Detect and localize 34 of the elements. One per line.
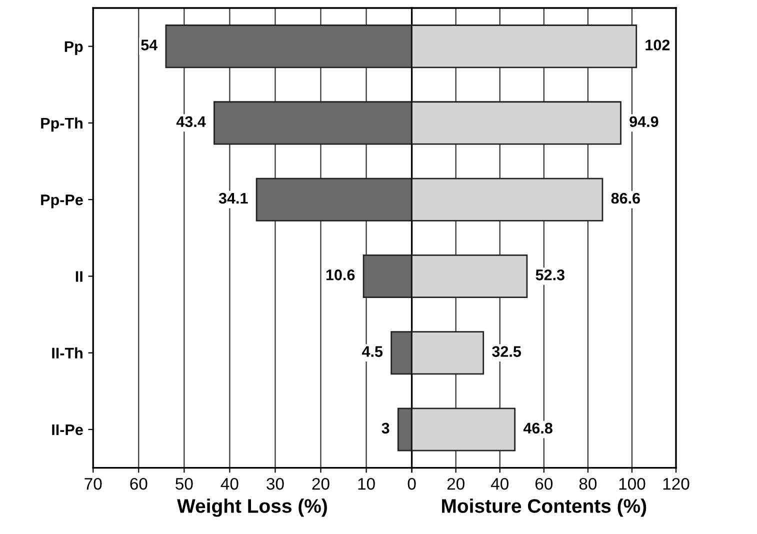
x-tick-label: 50 xyxy=(176,478,193,490)
y-tick-label: II-Pe xyxy=(52,424,83,436)
x-tick-label: 120 xyxy=(663,478,690,490)
y-tick-label: Pp-Pe xyxy=(41,194,83,208)
data-label: 3 xyxy=(382,422,390,434)
x-tick-label: 40 xyxy=(490,478,508,490)
x-tick-label: 100 xyxy=(619,478,646,490)
x-tick-label: 40 xyxy=(220,478,238,490)
data-label: 102 xyxy=(646,40,670,50)
data-label: 34.1 xyxy=(218,192,248,204)
y-tick-label: Pp xyxy=(64,41,83,56)
y-tick-label: II xyxy=(76,271,82,282)
data-label: 54 xyxy=(141,40,158,50)
y-tick-label: II-Th xyxy=(52,347,82,358)
data-label: 86.6 xyxy=(611,192,640,204)
x-axis-title: Weight Loss (%) xyxy=(177,498,327,517)
data-label: 4.5 xyxy=(362,346,383,357)
y-tick-label: Pp-Th xyxy=(41,117,82,132)
x-axis-title: Moisture Contents (%) xyxy=(442,498,646,517)
data-label: 52.3 xyxy=(536,269,564,280)
x-tick-label: 60 xyxy=(535,478,553,490)
data-label: 46.8 xyxy=(523,422,552,434)
data-label: 10.6 xyxy=(326,269,355,280)
x-tick-label: 80 xyxy=(579,478,597,490)
x-tick-label: 70 xyxy=(84,478,102,490)
x-tick-label: 60 xyxy=(130,478,148,490)
x-tick-label: 20 xyxy=(447,478,464,490)
x-tick-label: 0 xyxy=(408,478,416,490)
x-tick-label: 30 xyxy=(266,478,284,490)
x-tick-label: 20 xyxy=(312,478,330,490)
x-tick-label: 10 xyxy=(358,478,375,490)
data-label: 43.4 xyxy=(176,116,206,128)
data-label: 94.9 xyxy=(630,116,658,128)
data-label: 32.5 xyxy=(492,346,522,357)
